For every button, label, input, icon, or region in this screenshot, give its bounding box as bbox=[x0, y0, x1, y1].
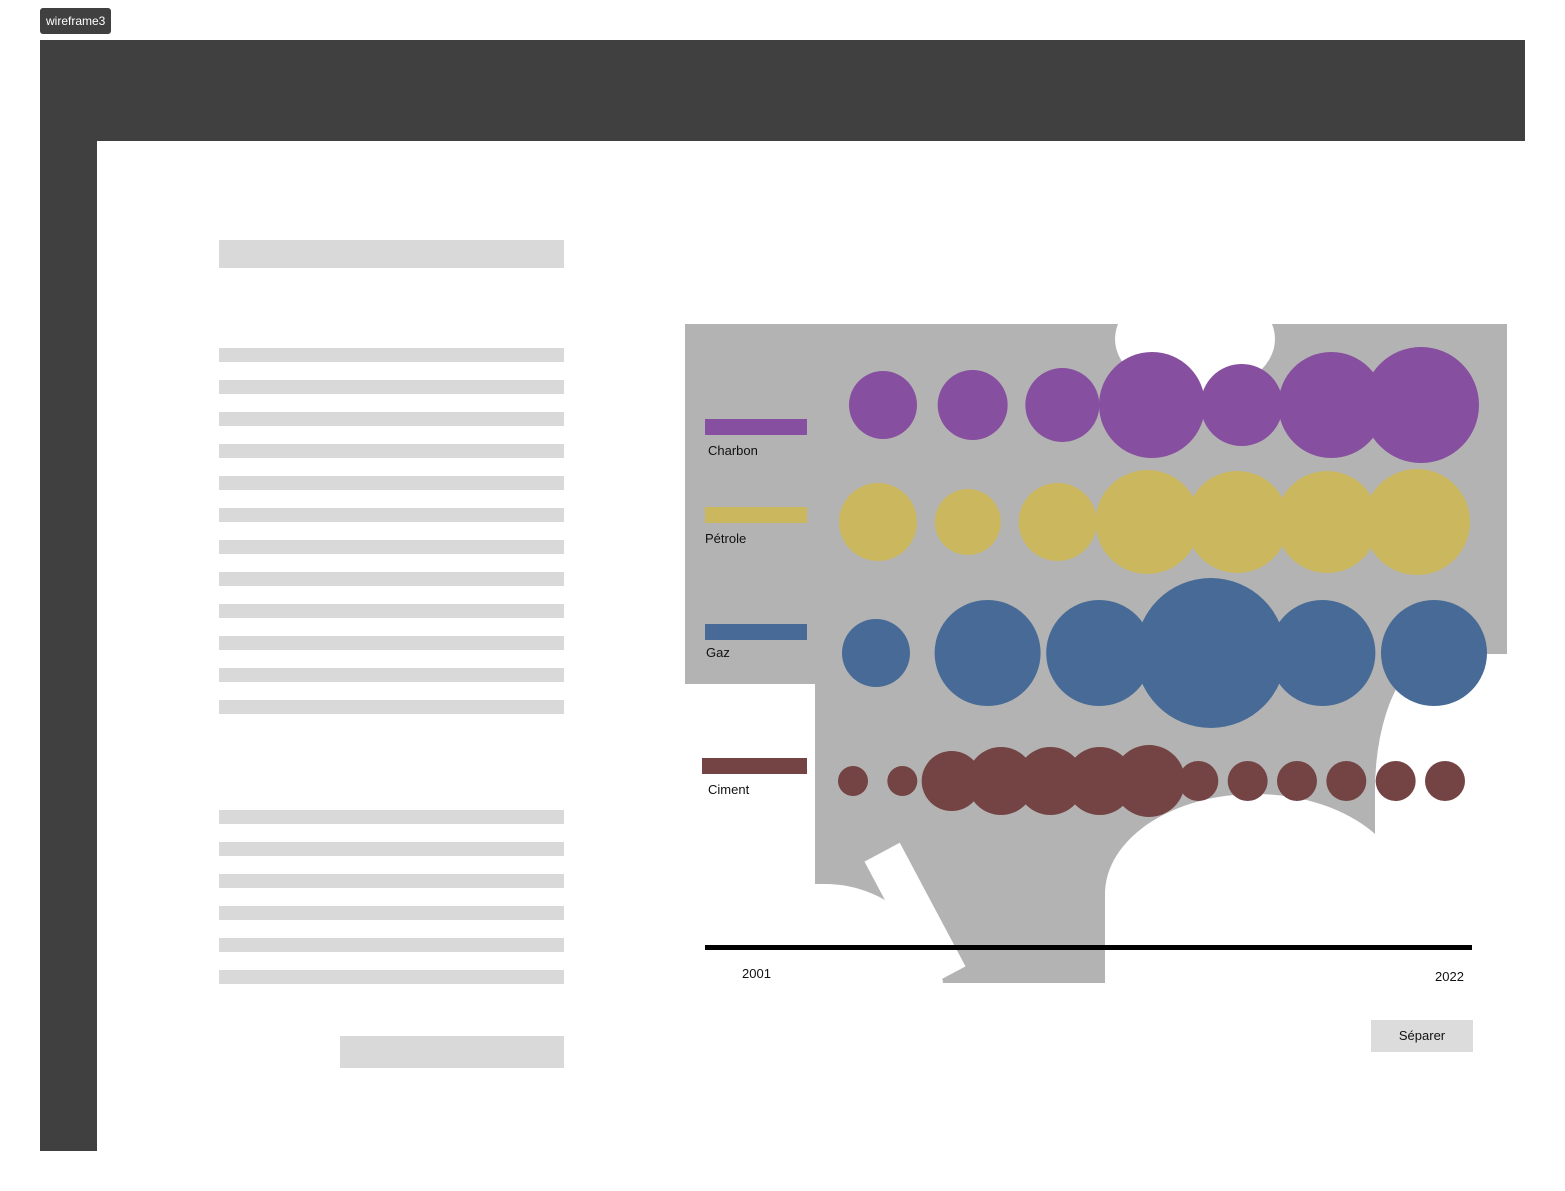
bubble-pétrole-2[interactable] bbox=[934, 489, 1001, 555]
atlantic-ocean bbox=[1375, 654, 1507, 983]
bubble-charbon-5[interactable] bbox=[1200, 364, 1283, 446]
text-line-placeholder bbox=[219, 348, 564, 362]
gulf-of-mexico bbox=[1105, 794, 1405, 983]
text-line-placeholder bbox=[219, 476, 564, 490]
bubble-charbon-4[interactable] bbox=[1099, 352, 1205, 458]
text-line-placeholder bbox=[219, 938, 564, 952]
text-line-placeholder bbox=[219, 604, 564, 618]
bubble-ciment-11[interactable] bbox=[1326, 761, 1367, 801]
text-line-placeholder bbox=[219, 668, 564, 682]
bubble-ciment-5[interactable] bbox=[1016, 747, 1085, 815]
text-line-placeholder bbox=[219, 970, 564, 984]
split-button[interactable]: Séparer bbox=[1371, 1020, 1473, 1052]
bubble-gaz-2[interactable] bbox=[934, 600, 1041, 706]
text-line-placeholder bbox=[219, 874, 564, 888]
bubble-ciment-3[interactable] bbox=[921, 751, 982, 811]
bubble-ciment-7[interactable] bbox=[1113, 745, 1185, 817]
bubble-ciment-1[interactable] bbox=[838, 766, 868, 796]
heading-placeholder bbox=[219, 240, 564, 268]
text-line-placeholder bbox=[219, 412, 564, 426]
text-line-placeholder bbox=[219, 700, 564, 714]
bubble-pétrole-1[interactable] bbox=[839, 483, 917, 561]
bubble-row-ciment bbox=[838, 745, 1465, 817]
button-placeholder[interactable] bbox=[340, 1036, 564, 1068]
page-canvas: Charbon Pétrole Gaz Ciment 2001 2022 Sép… bbox=[97, 141, 1537, 1165]
frame-name-tag: wireframe3 bbox=[40, 8, 112, 34]
legend-swatch-gaz bbox=[705, 624, 807, 640]
text-line-placeholder bbox=[219, 572, 564, 586]
bubble-ciment-9[interactable] bbox=[1227, 761, 1268, 801]
legend-label-charbon: Charbon bbox=[708, 443, 758, 458]
emissions-bubble-chart bbox=[838, 347, 1487, 817]
bubble-row-charbon bbox=[849, 347, 1479, 463]
legend-swatch-ciment bbox=[702, 758, 807, 774]
legend-label-petrole: Pétrole bbox=[705, 531, 747, 546]
bubble-pétrole-5[interactable] bbox=[1186, 471, 1289, 573]
bubble-pétrole-4[interactable] bbox=[1095, 470, 1200, 574]
legend-swatch-charbon bbox=[705, 419, 807, 435]
text-line-placeholder bbox=[219, 810, 564, 824]
text-line-placeholder bbox=[219, 380, 564, 394]
legend-swatch-petrole bbox=[705, 507, 807, 523]
bubble-ciment-4[interactable] bbox=[967, 747, 1035, 815]
caribbean-sea bbox=[1155, 964, 1295, 983]
bubble-charbon-2[interactable] bbox=[937, 370, 1008, 440]
bubble-ciment-12[interactable] bbox=[1375, 761, 1416, 801]
timeline-end-label: 2022 bbox=[1435, 969, 1464, 984]
bubble-row-gaz bbox=[842, 578, 1487, 728]
bubble-pétrole-6[interactable] bbox=[1276, 471, 1379, 573]
bubble-charbon-6[interactable] bbox=[1278, 352, 1385, 458]
text-line-placeholder bbox=[219, 906, 564, 920]
bubble-ciment-2[interactable] bbox=[887, 766, 918, 796]
bubble-ciment-13[interactable] bbox=[1425, 761, 1465, 801]
bubble-gaz-6[interactable] bbox=[1381, 600, 1487, 706]
bubble-gaz-5[interactable] bbox=[1269, 600, 1376, 706]
legend-label-ciment: Ciment bbox=[708, 782, 750, 797]
bubble-pétrole-3[interactable] bbox=[1018, 483, 1097, 561]
text-line-placeholder bbox=[219, 842, 564, 856]
bubble-charbon-7[interactable] bbox=[1363, 347, 1479, 463]
bubble-ciment-8[interactable] bbox=[1178, 761, 1219, 801]
timeline-axis[interactable] bbox=[705, 945, 1472, 950]
bubble-gaz-3[interactable] bbox=[1046, 600, 1153, 706]
bubble-gaz-4[interactable] bbox=[1135, 578, 1286, 728]
bubble-charbon-1[interactable] bbox=[849, 371, 917, 439]
text-line-placeholder bbox=[219, 508, 564, 522]
legend-label-gaz: Gaz bbox=[706, 645, 730, 660]
bubble-gaz-1[interactable] bbox=[842, 619, 910, 687]
text-line-placeholder bbox=[219, 540, 564, 554]
bubble-ciment-6[interactable] bbox=[1065, 747, 1134, 815]
bubble-row-pétrole bbox=[839, 469, 1470, 575]
text-line-placeholder bbox=[219, 636, 564, 650]
bubble-pétrole-7[interactable] bbox=[1364, 469, 1470, 575]
timeline-start-label: 2001 bbox=[742, 966, 771, 981]
wireframe-frame: Charbon Pétrole Gaz Ciment 2001 2022 Sép… bbox=[40, 40, 1537, 1165]
bubble-charbon-3[interactable] bbox=[1025, 368, 1100, 442]
bubble-ciment-10[interactable] bbox=[1277, 761, 1317, 801]
text-line-placeholder bbox=[219, 444, 564, 458]
